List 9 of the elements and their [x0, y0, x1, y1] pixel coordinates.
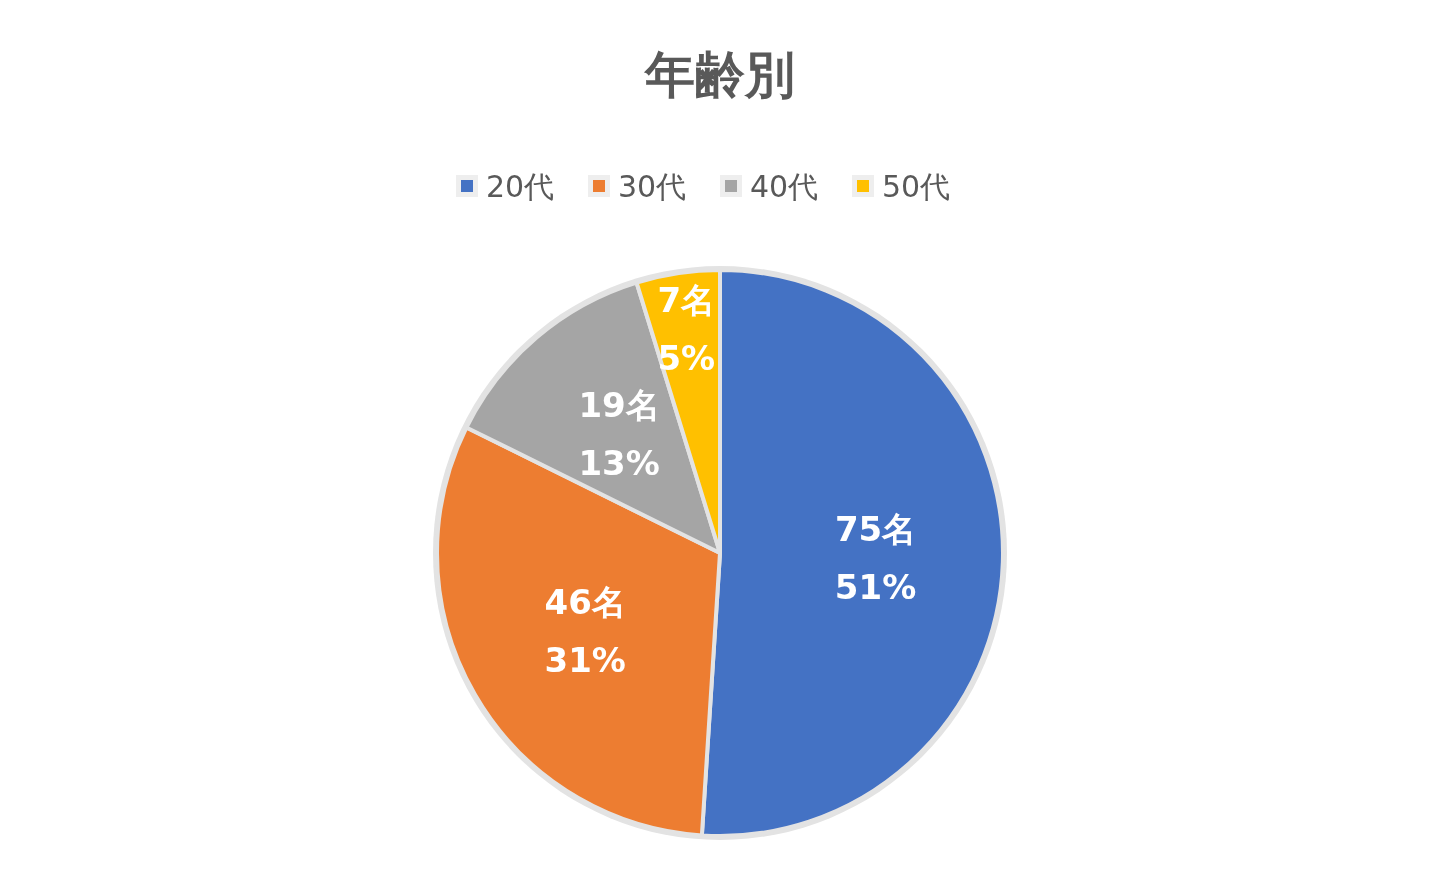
- legend-label: 20代: [486, 169, 555, 204]
- legend-label: 50代: [882, 169, 951, 204]
- data-label: 46名 31%: [544, 581, 626, 680]
- legend-label: 30代: [618, 169, 687, 204]
- chart-title: 年齢別: [643, 46, 795, 104]
- data-label: 19名 13%: [578, 385, 660, 484]
- legend-label: 40代: [750, 169, 819, 204]
- data-label: 75名 51%: [834, 508, 917, 607]
- data-label: 7名 5%: [657, 280, 716, 379]
